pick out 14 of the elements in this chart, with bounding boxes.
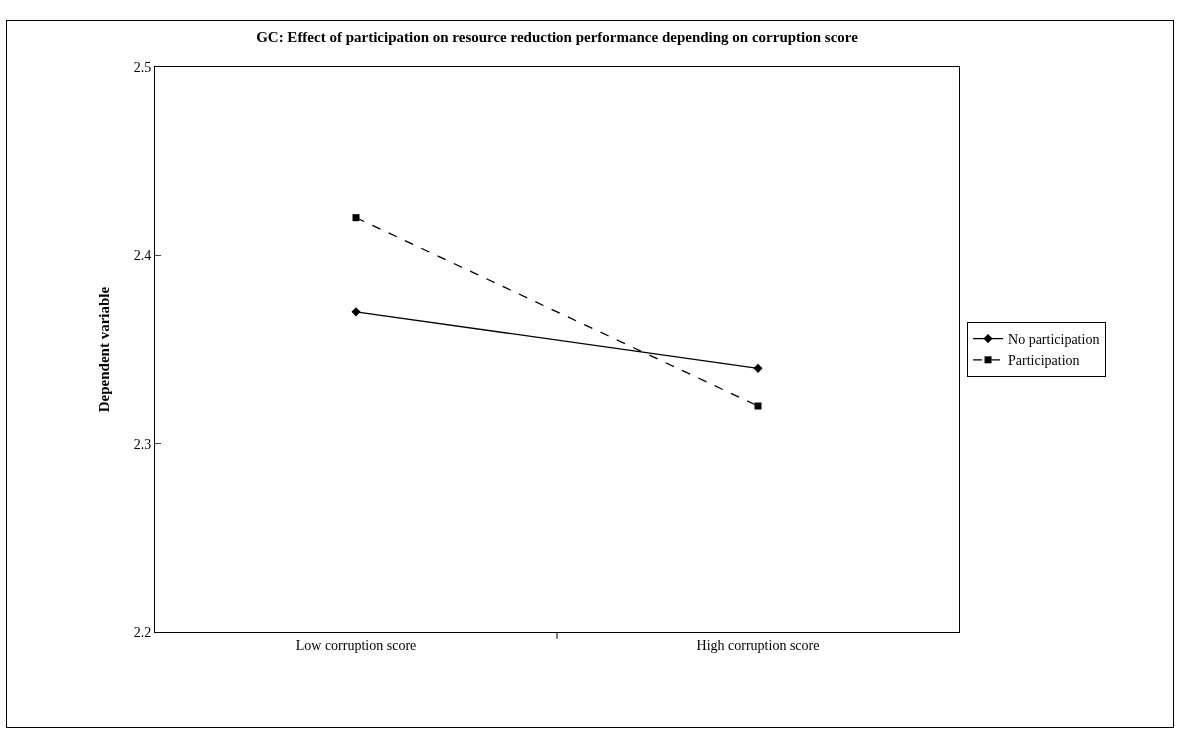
x-tick-label: High corruption score (696, 637, 820, 653)
y-tick-label: 2.5 (133, 59, 152, 75)
point (754, 402, 762, 410)
point (351, 307, 361, 317)
y-axis-title: Dependent variable (95, 286, 112, 413)
legend-label: No participation (1008, 332, 1100, 348)
legend-label: Participation (1008, 353, 1080, 369)
x-tick-label: Low corruption score (295, 637, 417, 653)
point (753, 363, 763, 373)
point (352, 214, 360, 222)
y-tick-label: 2.4 (133, 248, 152, 264)
chart-title: GC: Effect of participation on resource reduction performance depending on corruption score (256, 29, 859, 46)
y-tick-label: 2.3 (133, 436, 152, 452)
y-tick-label: 2.2 (133, 624, 152, 640)
